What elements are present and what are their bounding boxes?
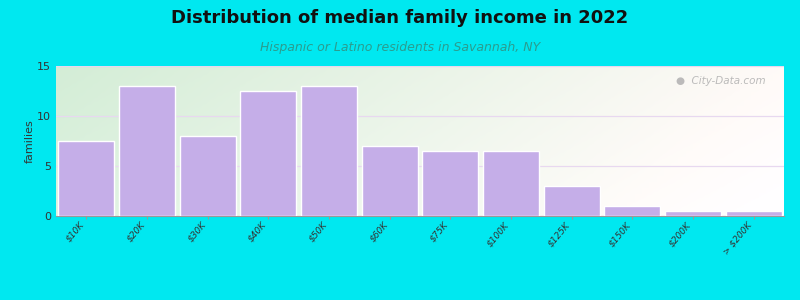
Bar [422,151,478,216]
Bar [544,186,599,216]
Bar [119,86,175,216]
Bar [58,141,114,216]
Text: ●  City-Data.com: ● City-Data.com [676,76,766,86]
Bar [241,91,296,216]
Bar [180,136,235,216]
Bar [605,206,660,216]
Text: Hispanic or Latino residents in Savannah, NY: Hispanic or Latino residents in Savannah… [260,40,540,53]
Bar [301,86,357,216]
Bar [483,151,539,216]
Y-axis label: families: families [24,119,34,163]
Bar [665,211,721,216]
Bar [362,146,418,216]
Bar [726,211,782,216]
Text: Distribution of median family income in 2022: Distribution of median family income in … [171,9,629,27]
